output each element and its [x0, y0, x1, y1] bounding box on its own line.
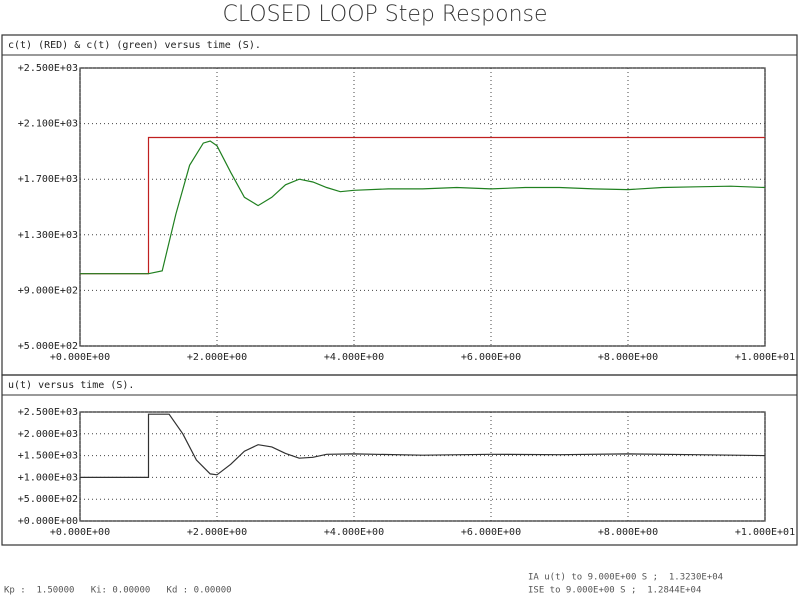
x-tick-label: +1.000E+01	[735, 527, 795, 538]
y-tick-label: +5.000E+02	[18, 341, 78, 352]
y-tick-label: +5.000E+02	[18, 494, 78, 505]
x-tick-label: +1.000E+01	[735, 352, 795, 363]
panel-title: u(t) versus time (S).	[8, 380, 134, 391]
x-tick-label: +4.000E+00	[324, 352, 384, 363]
x-tick-label: +8.000E+00	[598, 352, 658, 363]
plot-area	[79, 411, 766, 522]
y-tick-label: +2.500E+03	[18, 63, 78, 74]
x-tick-label: +2.000E+00	[187, 352, 247, 363]
panel-frame	[1, 374, 798, 546]
x-tick-label: +4.000E+00	[324, 527, 384, 538]
y-tick-label: +0.000E+00	[18, 516, 78, 527]
gains: Kp : 1.50000 Ki: 0.00000 Kd : 0.00000	[4, 586, 232, 596]
y-tick-label: +1.500E+03	[18, 451, 78, 462]
data-line	[80, 140, 766, 275]
y-tick-label: +1.000E+03	[18, 472, 78, 483]
data-line	[80, 413, 766, 478]
integral-ia: IA u(t) to 9.000E+00 S ; 1.3230E+04	[528, 573, 723, 583]
x-tick-label: +0.000E+00	[50, 527, 110, 538]
y-tick-label: +1.300E+03	[18, 230, 78, 241]
data-line	[80, 136, 765, 275]
y-tick-label: +2.500E+03	[18, 407, 78, 418]
panel-frame	[1, 34, 798, 376]
x-tick-label: +6.000E+00	[461, 527, 521, 538]
x-tick-label: +8.000E+00	[598, 527, 658, 538]
y-tick-label: +9.000E+02	[18, 285, 78, 296]
page-title: CLOSED LOOP Step Response	[222, 2, 547, 27]
y-tick-label: +2.000E+03	[18, 429, 78, 440]
x-tick-label: +0.000E+00	[50, 352, 110, 363]
x-tick-label: +6.000E+00	[461, 352, 521, 363]
panel-title: c(t) (RED) & c(t) (green) versus time (S…	[8, 40, 261, 51]
integral-ise: ISE to 9.000E+00 S ; 1.2844E+04	[528, 586, 701, 596]
x-tick-label: +2.000E+00	[187, 527, 247, 538]
plot-area	[79, 67, 766, 347]
y-tick-label: +2.100E+03	[18, 119, 78, 130]
y-tick-label: +1.700E+03	[18, 174, 78, 185]
